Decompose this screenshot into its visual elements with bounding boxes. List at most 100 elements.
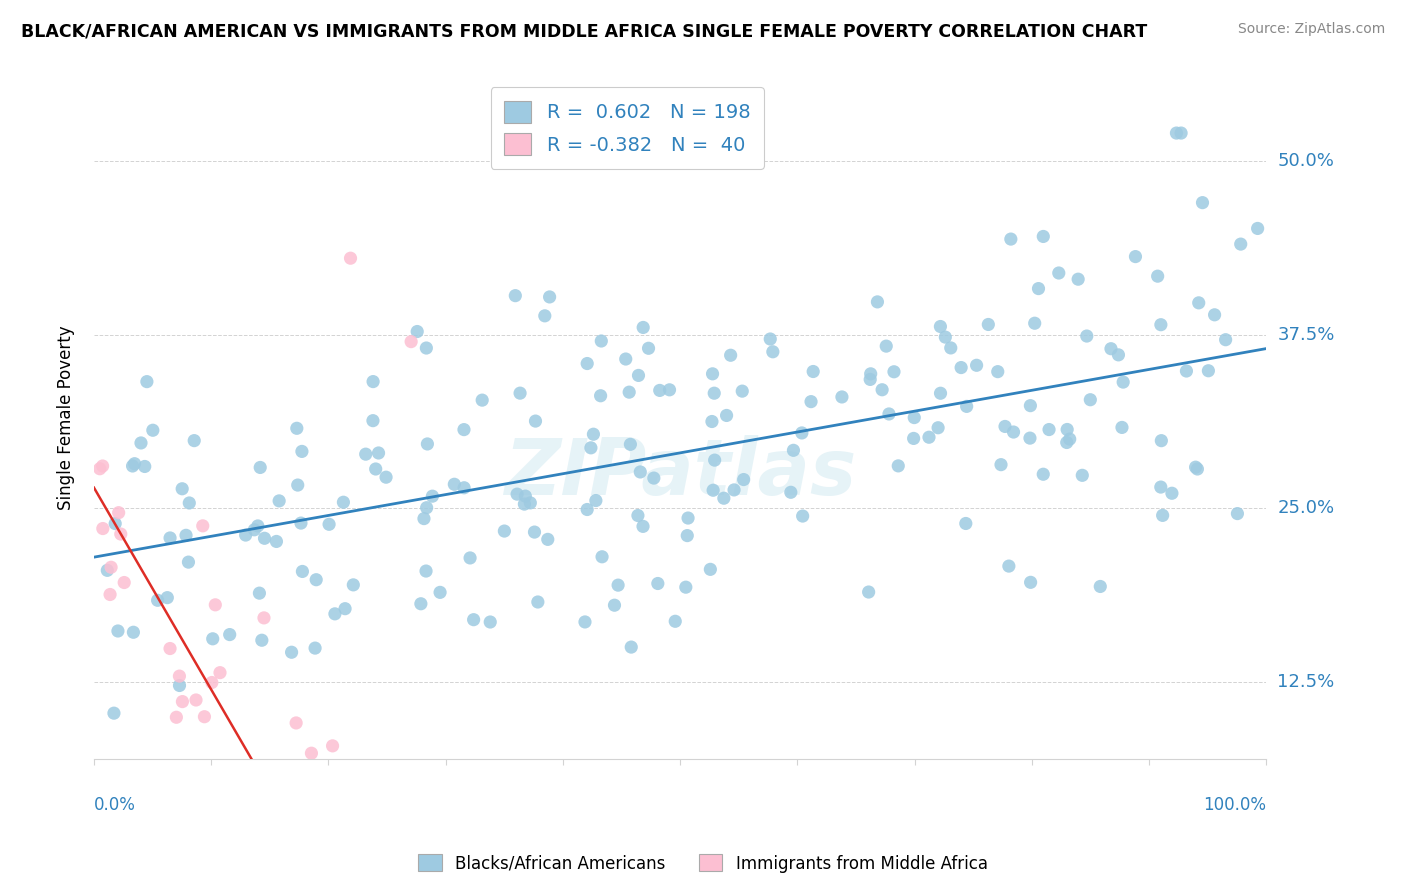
Point: [658, 383, 681, 397]
Point: [177, 555, 200, 569]
Point: [193, 709, 215, 723]
Point: [713, 491, 735, 506]
Point: [1187, 462, 1209, 476]
Legend: R =  0.602   N = 198, R = -0.382   N =  40: R = 0.602 N = 198, R = -0.382 N = 40: [491, 87, 763, 169]
Point: [1019, 575, 1042, 590]
Point: [218, 627, 240, 641]
Point: [204, 598, 226, 612]
Point: [859, 367, 882, 381]
Point: [1078, 392, 1101, 407]
Point: [422, 489, 444, 503]
Point: [443, 477, 465, 491]
Point: [877, 407, 900, 421]
Point: [415, 564, 437, 578]
Point: [1197, 364, 1219, 378]
Point: [576, 502, 599, 516]
Point: [402, 822, 425, 836]
Point: [370, 822, 392, 836]
Point: [676, 528, 699, 542]
Point: [998, 559, 1021, 574]
Point: [858, 585, 880, 599]
Point: [332, 495, 354, 509]
Point: [1166, 126, 1188, 140]
Point: [89, 461, 111, 475]
Point: [1170, 126, 1192, 140]
Point: [524, 414, 547, 428]
Point: [647, 576, 669, 591]
Point: [146, 593, 169, 607]
Point: [103, 706, 125, 721]
Point: [887, 458, 910, 473]
Point: [676, 511, 699, 525]
Point: [184, 693, 207, 707]
Point: [235, 528, 257, 542]
Point: [950, 360, 973, 375]
Point: [929, 386, 952, 401]
Point: [291, 822, 314, 836]
Point: [700, 415, 723, 429]
Text: 0.0%: 0.0%: [94, 797, 136, 814]
Point: [479, 615, 502, 629]
Point: [169, 669, 191, 683]
Point: [463, 613, 485, 627]
Point: [159, 531, 181, 545]
Point: [720, 348, 742, 362]
Point: [614, 351, 637, 366]
Point: [607, 578, 630, 592]
Point: [110, 527, 132, 541]
Point: [406, 325, 429, 339]
Point: [1056, 435, 1078, 450]
Point: [159, 641, 181, 656]
Point: [675, 580, 697, 594]
Point: [266, 534, 288, 549]
Point: [631, 519, 654, 533]
Text: 100.0%: 100.0%: [1204, 797, 1267, 814]
Point: [731, 384, 754, 398]
Point: [453, 481, 475, 495]
Point: [617, 385, 640, 400]
Point: [134, 459, 156, 474]
Point: [628, 465, 651, 479]
Y-axis label: Single Female Poverty: Single Female Poverty: [58, 326, 75, 510]
Point: [243, 523, 266, 537]
Point: [1028, 282, 1050, 296]
Point: [966, 359, 988, 373]
Point: [762, 344, 785, 359]
Point: [183, 434, 205, 448]
Point: [112, 575, 135, 590]
Point: [361, 375, 384, 389]
Point: [354, 822, 377, 836]
Point: [247, 586, 270, 600]
Point: [453, 423, 475, 437]
Point: [870, 383, 893, 397]
Point: [1059, 432, 1081, 446]
Point: [246, 519, 269, 533]
Point: [702, 483, 724, 498]
Point: [308, 822, 330, 836]
Point: [994, 419, 1017, 434]
Point: [280, 645, 302, 659]
Point: [208, 665, 231, 680]
Point: [1150, 318, 1173, 332]
Point: [505, 288, 527, 302]
Point: [1000, 232, 1022, 246]
Point: [396, 822, 419, 836]
Point: [172, 695, 194, 709]
Point: [702, 367, 724, 381]
Point: [929, 319, 952, 334]
Point: [1125, 250, 1147, 264]
Point: [875, 339, 897, 353]
Point: [98, 587, 121, 601]
Point: [1076, 329, 1098, 343]
Point: [1019, 431, 1042, 445]
Point: [107, 624, 129, 638]
Point: [703, 453, 725, 467]
Point: [574, 615, 596, 629]
Point: [250, 633, 273, 648]
Point: [1146, 269, 1168, 284]
Point: [533, 309, 555, 323]
Point: [1056, 422, 1078, 436]
Point: [354, 447, 377, 461]
Point: [395, 822, 418, 836]
Point: [591, 334, 613, 348]
